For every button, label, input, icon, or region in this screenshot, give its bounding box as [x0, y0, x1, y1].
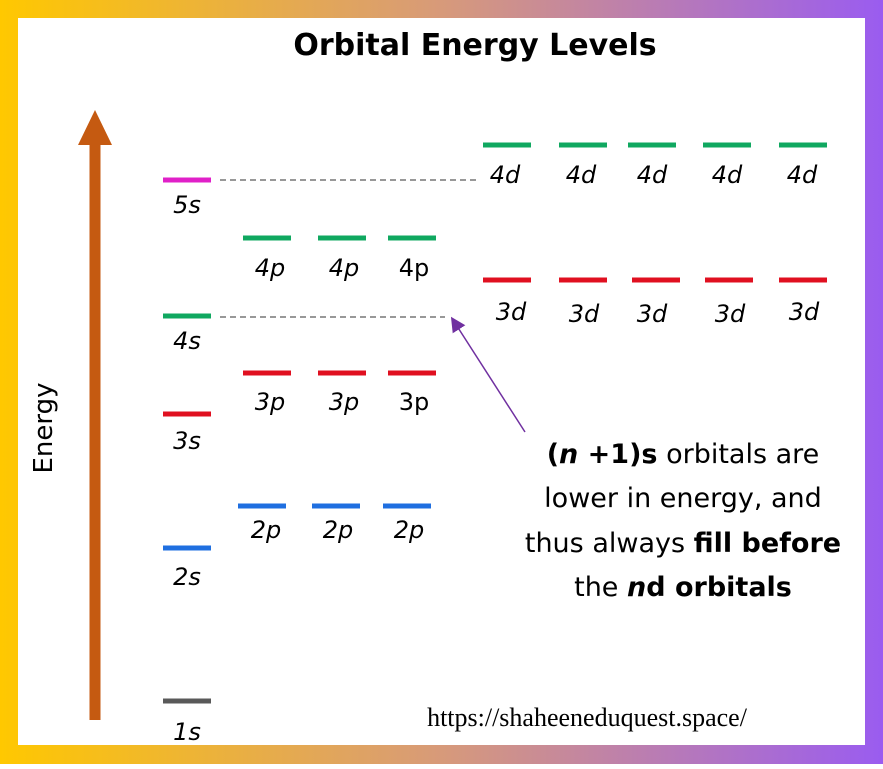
orbital-label: 2p — [394, 516, 425, 544]
orbital-label: 4d — [566, 161, 597, 189]
orbital-label: 3d — [715, 300, 746, 328]
text-run: n — [559, 439, 578, 470]
orbital-label: 4d — [787, 161, 818, 189]
orbital-label: 1s — [173, 718, 201, 746]
orbital-label: 4d — [712, 161, 743, 189]
text-run: +1)s — [578, 439, 657, 470]
orbital-label: 4p — [329, 254, 360, 282]
levels — [163, 142, 827, 704]
title: Orbital Energy Levels — [293, 28, 656, 63]
orbital-label: 3p — [329, 388, 360, 416]
orbital-label: 5s — [173, 191, 201, 219]
orbital-label: 3d — [569, 300, 600, 328]
text-run: lower in energy, and — [544, 483, 822, 514]
orbital-label: 3p — [255, 388, 286, 416]
orbital-label: 4p — [399, 254, 430, 282]
annotation: (n +1)s orbitals are lower in energy, an… — [525, 439, 841, 603]
orbital-label: 3d — [496, 298, 527, 326]
text-run: n — [627, 572, 646, 603]
orbital-label: 4p — [255, 254, 286, 282]
orbital-label: 4d — [637, 161, 668, 189]
orbital-label: 3d — [637, 300, 668, 328]
text-run: thus always — [525, 528, 694, 559]
orbital-label: 2s — [173, 563, 201, 591]
panel — [18, 18, 865, 745]
text-run: d orbitals — [646, 572, 792, 603]
url: https://shaheeneduquest.space/ — [427, 703, 748, 732]
orbital-label: 4d — [490, 161, 521, 189]
axis-label: Energy — [29, 382, 59, 473]
annotation-arrow — [450, 316, 526, 433]
orbital-label: 2p — [323, 516, 354, 544]
orbital-label: 2p — [251, 516, 282, 544]
annotation-line: thus always fill before — [525, 528, 841, 559]
text-run: orbitals are — [658, 439, 820, 470]
energy-arrow-head — [78, 110, 112, 145]
annotation-line: lower in energy, and — [544, 483, 822, 514]
orbital-label: 3d — [789, 298, 820, 326]
text-run: fill before — [694, 528, 842, 559]
orbital-label: 3p — [399, 388, 430, 416]
orbital-label: 3s — [173, 427, 201, 455]
text-run: ( — [547, 439, 559, 470]
annotation-line: the nd orbitals — [574, 572, 792, 603]
text-run: the — [574, 572, 627, 603]
orbital-label: 4s — [173, 327, 201, 355]
labels: 1s 2s 3s 4s 5s 2p 2p 2p 3p 3p 3p 4p 4p 4… — [173, 161, 820, 746]
annotation-line: (n +1)s orbitals are — [547, 439, 820, 470]
